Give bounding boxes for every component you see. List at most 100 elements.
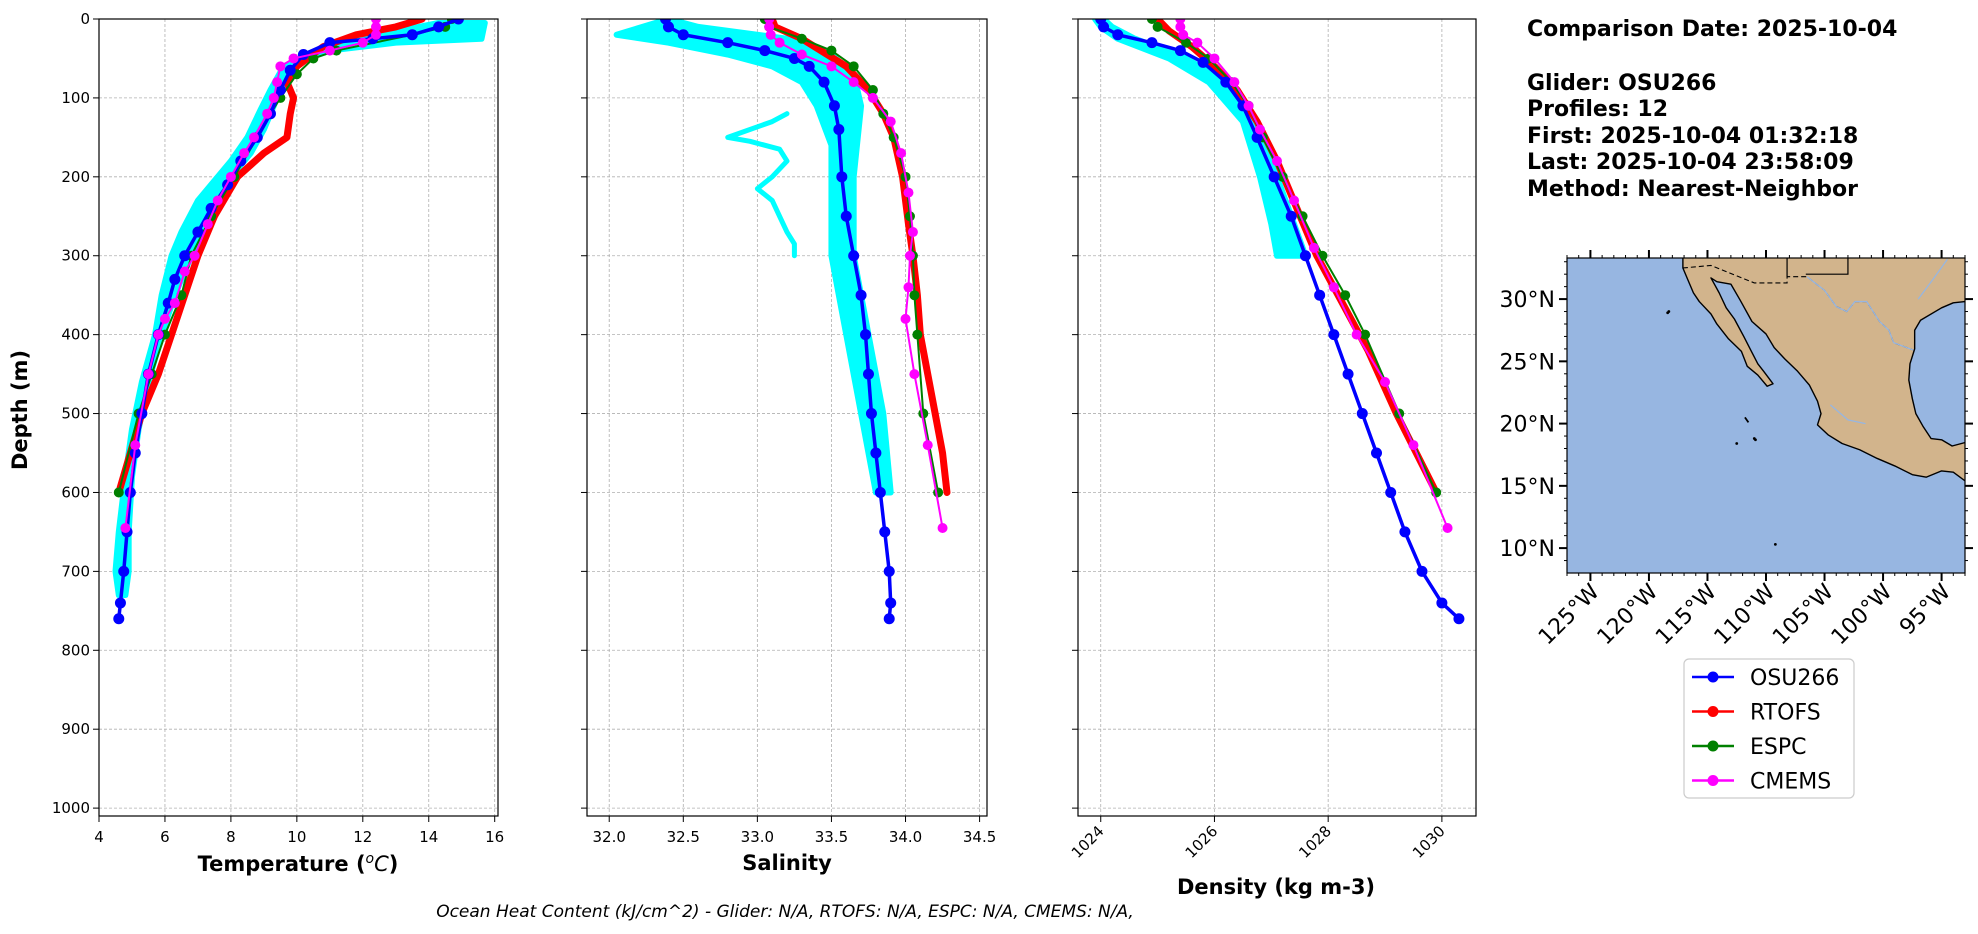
data-point [284, 64, 296, 76]
data-point [1385, 486, 1397, 498]
data-point [1399, 526, 1411, 538]
data-point [272, 77, 283, 88]
data-point [1356, 408, 1368, 420]
data-point [1416, 565, 1428, 577]
ocean-heat-content: Ocean Heat Content (kJ/cm^2) - Glider: N… [436, 902, 1134, 922]
x-tick-label: 6 [160, 828, 170, 846]
x-tick-label: 32.0 [593, 828, 626, 846]
data-point [288, 53, 299, 64]
y-tick-label: 900 [61, 720, 90, 738]
map-lon-label: 105°W [1768, 579, 1839, 650]
legend-entry-espc: ESPC [1692, 735, 1807, 760]
river [1917, 258, 1948, 300]
axes-frame [98, 18, 499, 817]
data-point [274, 84, 286, 96]
profile-panels: 4 6 8 10 12 14 16 0 100 200 300 400 500 600 700 800 900 1… [52, 10, 1477, 862]
map-lon-label: 100°W [1827, 579, 1898, 650]
data-point [1146, 19, 1157, 24]
data-point [867, 92, 878, 103]
data-point [796, 49, 807, 60]
legend-box [1683, 658, 1855, 799]
y-tick-label: 100 [61, 89, 90, 107]
series-line [1098, 19, 1461, 621]
data-point [848, 77, 859, 88]
data-point [433, 21, 445, 33]
data-point [1314, 289, 1326, 301]
depth-axis-label: Depth (m) [8, 350, 32, 470]
data-point [1308, 242, 1319, 253]
data-point [370, 29, 381, 40]
x-tick-label: 4 [94, 828, 104, 846]
y-tick-label: 600 [61, 483, 90, 501]
data-point [848, 61, 859, 72]
data-point [862, 368, 874, 380]
data-point [904, 250, 915, 261]
data-point [900, 313, 911, 324]
data-point [239, 148, 250, 159]
data-point [1436, 597, 1448, 609]
data-point [1272, 156, 1282, 167]
plot-area [613, 19, 951, 625]
x-tick-label: 16 [485, 828, 504, 846]
data-point [169, 298, 180, 309]
state-line [1805, 258, 1849, 275]
data-point [912, 329, 923, 340]
data-point [179, 250, 191, 262]
y-tick-label: 200 [61, 168, 90, 186]
glider-name: Glider: OSU266 [1527, 71, 1716, 96]
island [1773, 542, 1777, 546]
y-tick-label: 800 [61, 641, 90, 659]
data-point [765, 29, 776, 40]
data-point [883, 565, 895, 577]
river [1829, 404, 1866, 425]
x-tick-label: 33.5 [815, 828, 848, 846]
x-tick-label: 12 [353, 828, 372, 846]
data-point [759, 45, 771, 57]
map-lon-label: 115°W [1651, 579, 1722, 650]
data-point [113, 487, 124, 498]
map-lat-label: 30°N [1500, 288, 1555, 313]
data-point [212, 195, 223, 206]
data-point [1328, 282, 1339, 293]
data-point [1328, 329, 1340, 341]
legend-marker [1707, 706, 1719, 717]
first-time: First: 2025-10-04 01:32:18 [1527, 124, 1858, 149]
glider-cloud-intrusion [725, 111, 797, 259]
data-point [722, 37, 734, 49]
data-point [903, 282, 914, 293]
island [1754, 438, 1757, 442]
data-point [879, 526, 891, 538]
data-point [865, 408, 877, 420]
data-point [937, 522, 948, 533]
series-line [768, 19, 951, 496]
data-point [840, 210, 852, 222]
y-tick-label: 700 [61, 562, 90, 580]
data-point [189, 250, 200, 261]
density-axis-label: Density (kg m-3) [1177, 875, 1375, 899]
panel-temperature: 4 6 8 10 12 14 16 0 100 200 300 400 500 600 700 800 900 1… [52, 10, 504, 846]
data-point [803, 60, 815, 72]
data-point [1268, 171, 1280, 183]
map-lon-label: 110°W [1710, 579, 1781, 650]
data-point [1209, 53, 1220, 64]
data-point [883, 613, 895, 625]
map-lon-label: 95°W [1895, 579, 1956, 640]
map-area [1567, 258, 1965, 573]
data-point [896, 148, 907, 159]
location-map: 30°N 25°N 20°N 15°N 10°N 125°W120°W115°W110°W… [1500, 250, 1973, 650]
data-point [159, 313, 170, 324]
series-osu266 [660, 19, 897, 625]
map-lat-label: 20°N [1500, 413, 1555, 438]
x-tick-label: 1026 [1182, 822, 1222, 862]
data-point [836, 171, 848, 183]
x-tick-label: 33.0 [741, 828, 774, 846]
data-point [120, 522, 131, 533]
data-point [855, 289, 867, 301]
data-point [324, 45, 335, 56]
info-block: Comparison Date: 2025-10-04 Glider: OSU2… [1527, 17, 1897, 202]
comparison-date: Comparison Date: 2025-10-04 [1527, 17, 1897, 42]
data-point [308, 53, 319, 64]
data-point [1178, 29, 1189, 40]
data-point [774, 37, 785, 48]
data-point [262, 108, 273, 119]
